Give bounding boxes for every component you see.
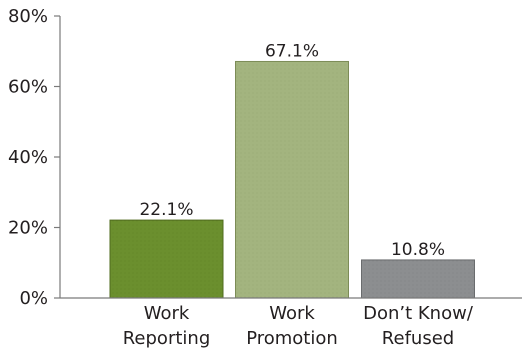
bar-value-label: 10.8% — [391, 240, 445, 260]
y-tick-label: 0% — [19, 288, 48, 309]
bar-2 — [361, 259, 475, 299]
y-tick-label: 80% — [8, 6, 48, 27]
y-tick-label: 60% — [8, 77, 48, 98]
y-tick-label: 20% — [8, 218, 48, 239]
value-labels-group: 22.1% 67.1% 10.8% — [139, 41, 445, 259]
category-label: Don’t Know/ — [363, 303, 474, 324]
bar-0 — [109, 219, 224, 299]
category-label: Work — [269, 303, 315, 324]
category-label: Reporting — [123, 328, 211, 349]
category-labels-group: Work Reporting Work Promotion Don’t Know/Ref… — [123, 303, 474, 349]
category-label: Work — [144, 303, 190, 324]
bar-1 — [235, 60, 349, 299]
y-tick-label: 40% — [8, 147, 48, 168]
bars-group — [109, 60, 475, 299]
category-label: Refused — [382, 328, 454, 349]
y-axis: 0% 20% 40% 60% 80% — [8, 6, 61, 309]
category-label: Promotion — [246, 328, 338, 349]
bar-value-label: 22.1% — [139, 200, 193, 220]
bar-value-label: 67.1% — [265, 41, 319, 61]
